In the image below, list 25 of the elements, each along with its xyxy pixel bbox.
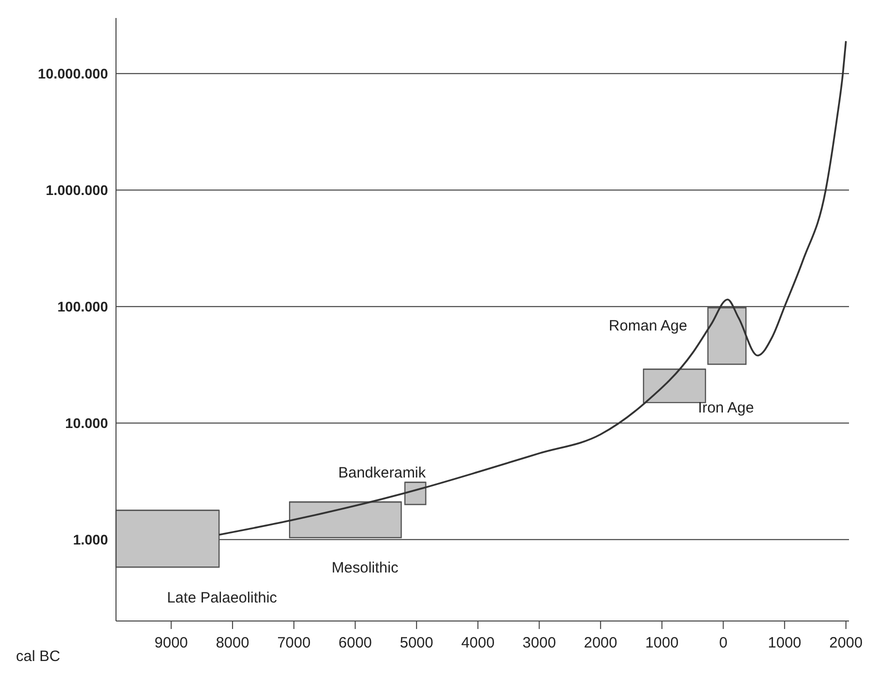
- x-tick-label: 2000: [584, 634, 618, 652]
- y-tick-label: 1.000.000: [46, 182, 108, 198]
- x-tick-label: 8000: [216, 634, 250, 652]
- annotation: Late Palaeolithic: [166, 590, 278, 606]
- bar: [642, 368, 706, 404]
- y-tick-label: 10.000: [65, 415, 108, 432]
- y-tick-label: 100.000: [57, 298, 108, 315]
- annotation: Mesolithic: [332, 560, 398, 576]
- annotation: Bandkeramik: [338, 464, 426, 482]
- annotation: Roman Age: [608, 318, 688, 334]
- x-tick-label: 9000: [154, 634, 188, 652]
- x-tick-label: 5000: [400, 634, 434, 652]
- x-tick-label: 1000: [768, 634, 802, 652]
- x-tick-label: 4000: [461, 634, 495, 652]
- x-tick-label: 0: [719, 634, 728, 652]
- y-tick-label: 1.000: [72, 532, 108, 548]
- x-tick-label: 3000: [522, 634, 556, 652]
- annotation: Iron Age: [698, 400, 754, 416]
- x-tick-label: 7000: [277, 634, 311, 652]
- line-series: [218, 40, 847, 536]
- x-tick-label: 1000: [645, 634, 679, 652]
- x-tick-label: 6000: [338, 634, 372, 652]
- x-tick-label: 2000: [829, 634, 863, 652]
- y-tick-label: 10.000.000: [38, 66, 108, 82]
- x-axis-title: cal BC: [16, 648, 60, 665]
